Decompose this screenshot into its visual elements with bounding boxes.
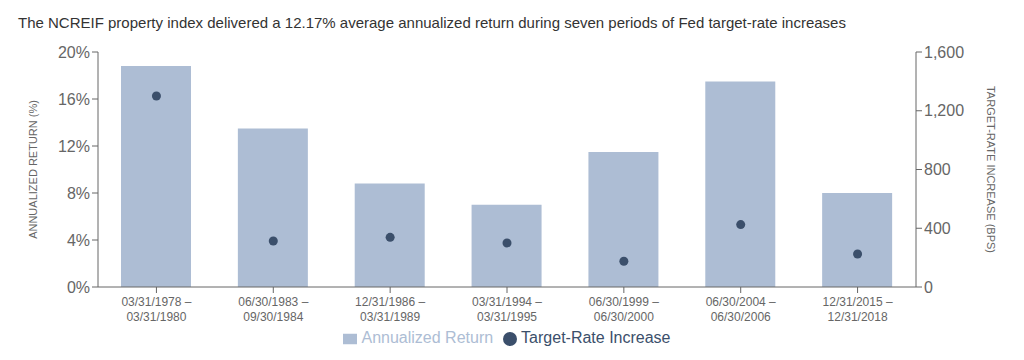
svg-text:800: 800 bbox=[924, 161, 951, 178]
html-text:Annualized Return: Annualized Return bbox=[361, 329, 494, 346]
svg-text:20%: 20% bbox=[58, 44, 90, 61]
svg-text:03/31/1994 –03/31/1995: 03/31/1994 –03/31/1995 bbox=[472, 295, 542, 324]
svg-text:12%: 12% bbox=[58, 138, 90, 155]
svg-text:12/31/2015 –12/31/2018: 12/31/2015 –12/31/2018 bbox=[823, 295, 893, 324]
svg-text:06/30/1983 –09/30/1984: 06/30/1983 –09/30/1984 bbox=[238, 295, 308, 324]
svg-text:4%: 4% bbox=[67, 232, 90, 249]
svg-text:ANNUALIZED RETURN (%): ANNUALIZED RETURN (%) bbox=[27, 100, 39, 239]
svg-text:12/31/1986 –03/31/1989: 12/31/1986 –03/31/1989 bbox=[355, 295, 425, 324]
svg-text:8%: 8% bbox=[67, 185, 90, 202]
svg-text:06/30/1999 –06/30/2000: 06/30/1999 –06/30/2000 bbox=[589, 295, 659, 324]
svg-text:0%: 0% bbox=[67, 279, 90, 296]
html-text:Target-Rate Increase: Target-Rate Increase bbox=[521, 329, 671, 346]
svg-text:400: 400 bbox=[924, 220, 951, 237]
svg-text:03/31/1978 –03/31/1980: 03/31/1978 –03/31/1980 bbox=[121, 295, 191, 324]
svg-text:TARGET-RATE INCREASE (BPS): TARGET-RATE INCREASE (BPS) bbox=[985, 86, 997, 253]
html-text:The NCREIF property index deli: The NCREIF property index delivered a 12… bbox=[18, 14, 846, 31]
svg-text:06/30/2004 –06/30/2006: 06/30/2004 –06/30/2006 bbox=[706, 295, 776, 324]
svg-text:0: 0 bbox=[924, 279, 933, 296]
svg-text:1,600: 1,600 bbox=[924, 44, 964, 61]
svg-text:1,200: 1,200 bbox=[924, 102, 964, 119]
svg-text:16%: 16% bbox=[58, 91, 90, 108]
